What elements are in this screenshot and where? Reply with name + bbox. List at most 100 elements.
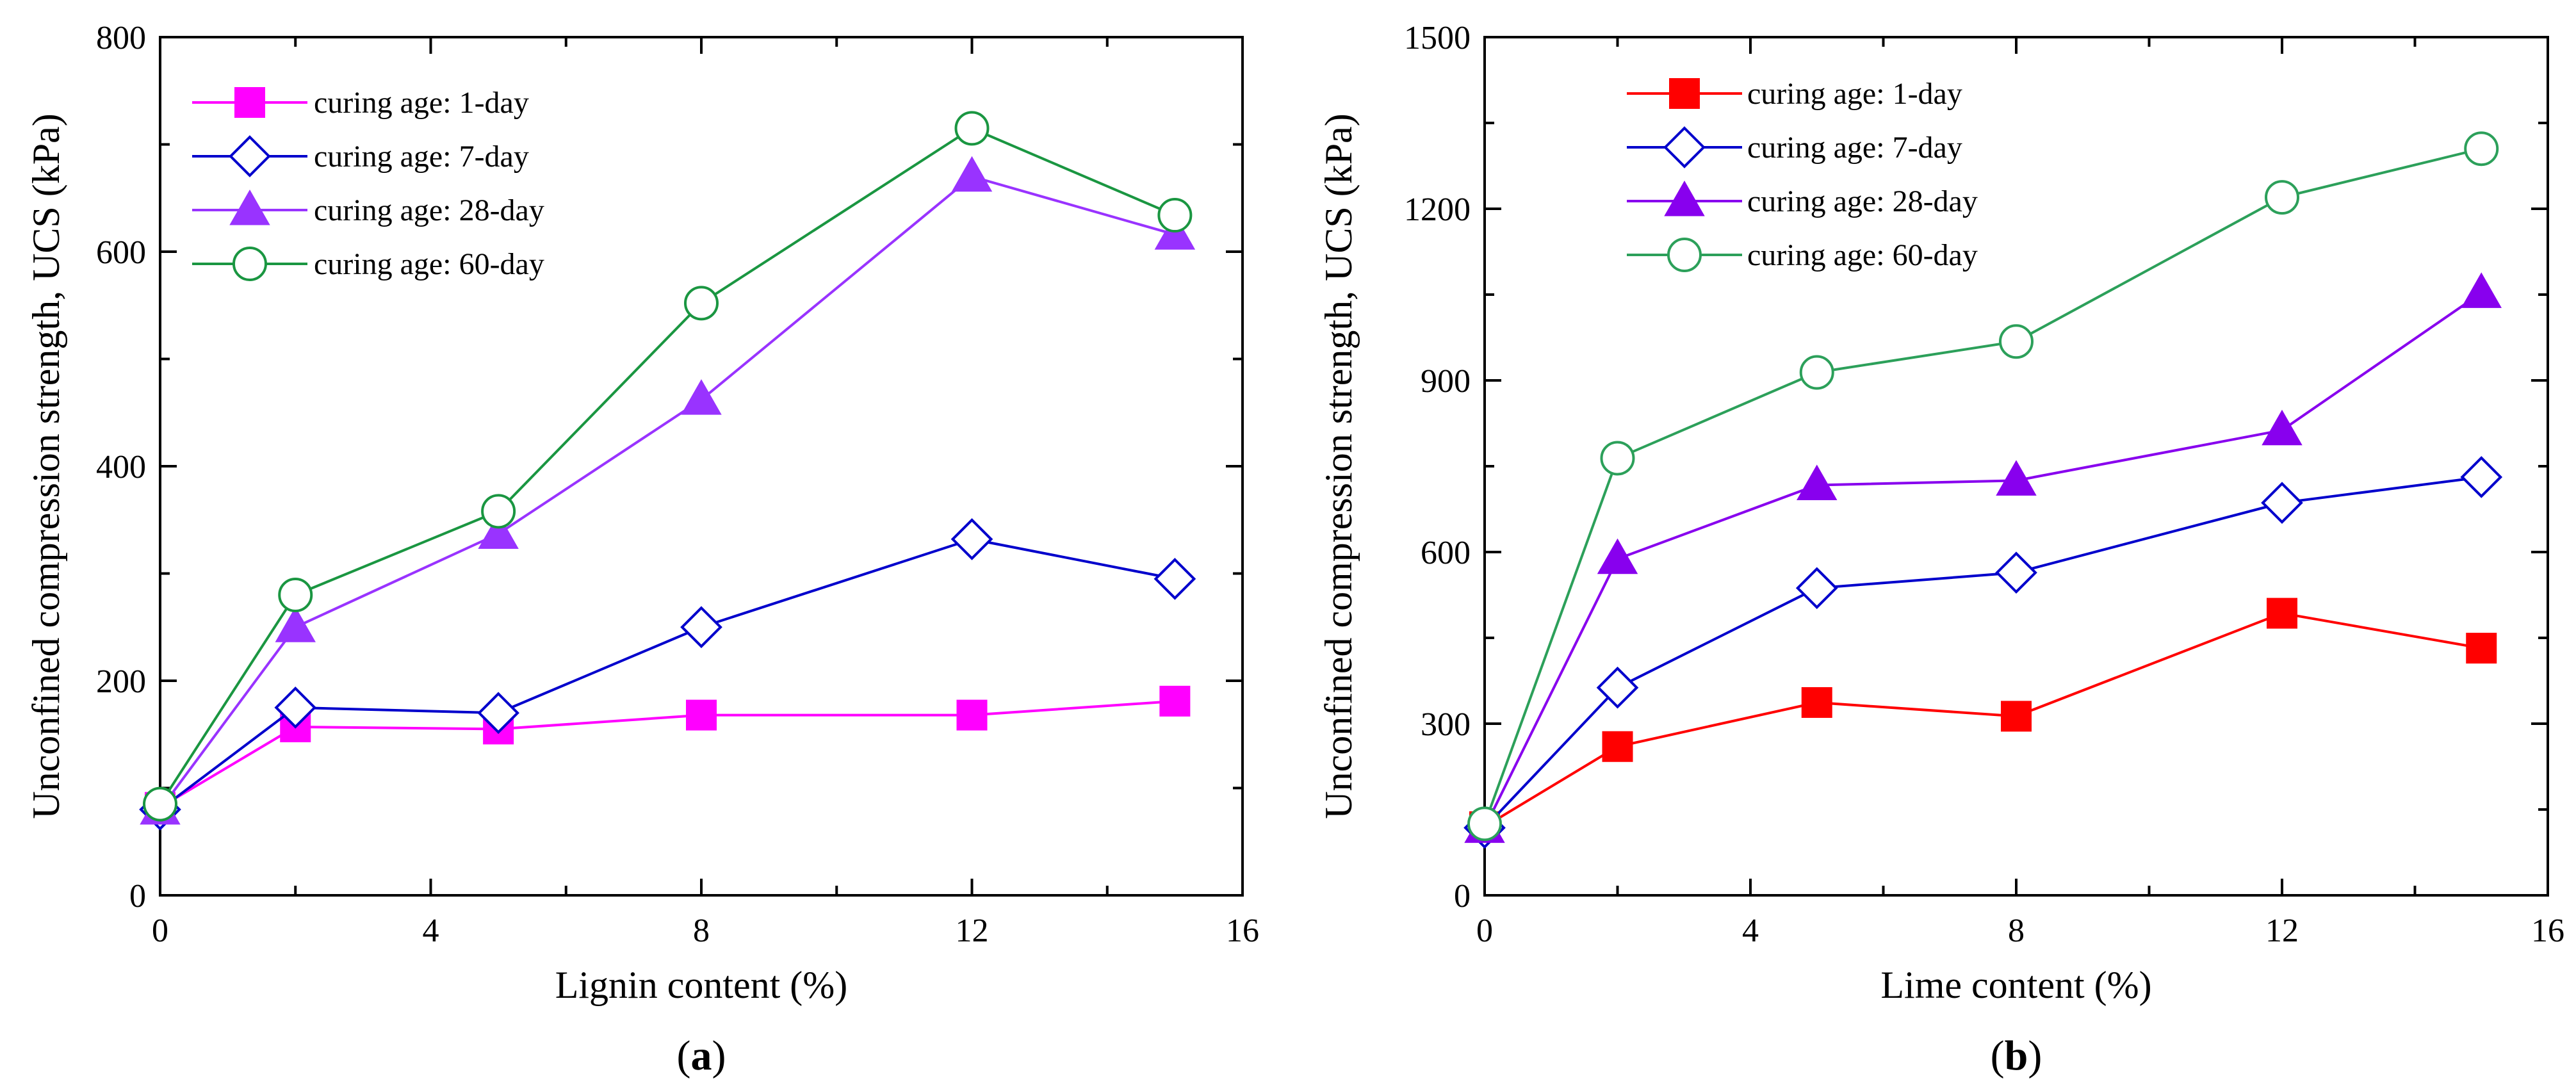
data-point	[681, 379, 722, 415]
data-point	[950, 518, 993, 560]
x-tick-label: 16	[2531, 913, 2564, 949]
data-point	[275, 606, 316, 642]
legend-marker	[1663, 126, 1706, 168]
legend-label: curing age: 28-day	[1747, 184, 1978, 218]
y-tick-label: 300	[1421, 706, 1471, 743]
legend-marker	[229, 189, 270, 225]
x-tick-label: 8	[693, 913, 710, 949]
data-point	[1153, 558, 1196, 600]
legend-label: curing age: 1-day	[1747, 77, 1962, 111]
series-2	[1463, 456, 2503, 849]
series-line	[159, 699, 1175, 809]
legend: curing age: 1-day curing age: 7-day curing…	[192, 86, 544, 281]
x-tick-label: 8	[2008, 913, 2025, 949]
x-tick-label: 4	[1742, 913, 1759, 949]
data-point	[680, 606, 722, 649]
data-point	[274, 687, 317, 729]
series-4	[1467, 131, 2499, 842]
legend-marker	[1667, 238, 1702, 272]
x-tick-label: 0	[1476, 913, 1493, 949]
panel-label: (b)	[1991, 1032, 2042, 1079]
y-tick-label: 600	[96, 234, 146, 271]
legend-marker	[232, 247, 267, 281]
series-line	[1483, 291, 2482, 829]
x-axis-title: Lime content (%)	[1880, 964, 2151, 1006]
series-line	[159, 175, 1175, 811]
data-point	[1995, 551, 2037, 594]
data-point	[1795, 567, 1838, 610]
data-point	[1799, 355, 1834, 390]
data-point	[1159, 685, 1191, 717]
legend-marker	[229, 135, 271, 177]
x-tick-label: 16	[1226, 913, 1259, 949]
x-tick-label: 12	[2265, 913, 2299, 949]
data-point	[2001, 701, 2032, 732]
series-2	[139, 518, 1196, 831]
series-1	[1469, 598, 2497, 842]
series-line	[1483, 147, 2482, 825]
series-line	[1483, 612, 2482, 828]
legend-label: curing age: 1-day	[314, 86, 529, 120]
x-tick-label: 4	[423, 913, 439, 949]
legend-label: curing age: 28-day	[314, 193, 544, 227]
data-point	[2466, 633, 2497, 664]
legend-label: curing age: 7-day	[314, 140, 529, 174]
data-point	[1797, 464, 1838, 500]
data-point	[1157, 198, 1193, 233]
y-tick-label: 0	[1454, 878, 1471, 915]
chart-panel-b: 0 4 8 12 16 0 300 600 900 1200 1500 Lime content (%…	[1317, 20, 2564, 1079]
series-line	[1483, 475, 2482, 829]
data-point	[2460, 456, 2503, 498]
data-point	[1600, 441, 1635, 476]
legend-marker	[1669, 78, 1700, 109]
y-tick-label: 1500	[1404, 20, 1471, 56]
data-point	[2464, 131, 2499, 167]
series-line	[159, 537, 1175, 811]
legend-label: curing age: 60-day	[1747, 238, 1978, 272]
legend-label: curing age: 60-day	[314, 247, 544, 281]
data-point	[684, 286, 719, 321]
y-tick-label: 1200	[1404, 191, 1471, 228]
data-point	[278, 578, 313, 612]
legend-label: curing age: 7-day	[1747, 131, 1962, 165]
data-point	[956, 699, 988, 731]
data-point	[2261, 482, 2303, 525]
data-point	[1801, 687, 1832, 718]
y-axis-title: Unconfined compression strength, UCS (kP…	[25, 113, 67, 819]
legend-marker	[234, 87, 265, 118]
data-point	[1597, 538, 1638, 574]
data-point	[2262, 409, 2303, 446]
y-tick-label: 200	[96, 663, 146, 700]
data-point	[1596, 666, 1639, 709]
y-tick-label: 0	[129, 878, 146, 915]
panel-label: (a)	[677, 1032, 726, 1079]
data-point	[2267, 598, 2297, 629]
legend: curing age: 1-day curing age: 7-day curing…	[1627, 77, 1978, 272]
y-tick-label: 800	[96, 20, 146, 56]
chart-panel-a: 0 4 8 12 16 0 200 400 600 800 Lignin content (%) Un…	[25, 20, 1259, 1079]
data-point	[686, 699, 717, 731]
y-tick-label: 400	[96, 449, 146, 485]
data-point	[1999, 324, 2034, 359]
data-point	[481, 494, 516, 529]
y-tick-label: 600	[1421, 535, 1471, 571]
data-point	[1467, 806, 1502, 842]
data-point	[2461, 272, 2502, 308]
data-point	[951, 156, 993, 192]
data-point	[1996, 460, 2037, 496]
data-point	[478, 513, 519, 549]
data-point	[143, 786, 177, 822]
data-point	[954, 111, 990, 146]
y-axis-title: Unconfined compression strength, UCS (kP…	[1317, 113, 1360, 819]
series-4	[143, 111, 1193, 822]
legend-marker	[1664, 180, 1705, 216]
y-tick-label: 900	[1421, 363, 1471, 400]
series-line	[159, 127, 1176, 805]
x-tick-label: 12	[956, 913, 989, 949]
data-point	[1602, 731, 1633, 762]
x-axis-title: Lignin content (%)	[555, 964, 848, 1006]
x-tick-label: 0	[152, 913, 168, 949]
data-point	[2265, 180, 2299, 215]
data-point	[477, 692, 519, 735]
